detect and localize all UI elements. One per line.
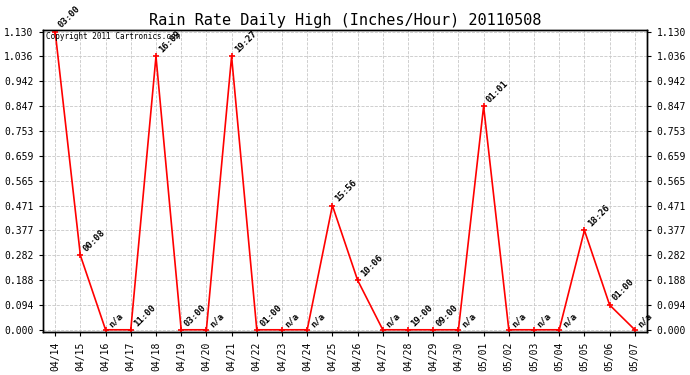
Text: n/a: n/a bbox=[208, 311, 226, 329]
Text: n/a: n/a bbox=[384, 311, 402, 329]
Text: n/a: n/a bbox=[535, 311, 553, 329]
Text: 19:00: 19:00 bbox=[409, 303, 435, 329]
Text: 10:06: 10:06 bbox=[359, 253, 384, 278]
Text: n/a: n/a bbox=[460, 311, 477, 329]
Text: n/a: n/a bbox=[636, 311, 654, 329]
Text: 16:09: 16:09 bbox=[157, 29, 183, 54]
Text: 11:00: 11:00 bbox=[132, 303, 157, 329]
Text: 15:56: 15:56 bbox=[334, 178, 359, 203]
Text: n/a: n/a bbox=[510, 311, 528, 329]
Text: 19:27: 19:27 bbox=[233, 29, 258, 54]
Text: 03:00: 03:00 bbox=[57, 4, 82, 30]
Text: n/a: n/a bbox=[560, 311, 578, 329]
Text: 01:00: 01:00 bbox=[611, 278, 636, 303]
Text: 01:00: 01:00 bbox=[258, 303, 284, 329]
Text: Copyright 2011 Cartronics.com: Copyright 2011 Cartronics.com bbox=[46, 32, 179, 40]
Text: 09:00: 09:00 bbox=[435, 303, 460, 329]
Text: 00:08: 00:08 bbox=[81, 228, 107, 253]
Text: n/a: n/a bbox=[308, 311, 326, 329]
Text: 03:00: 03:00 bbox=[182, 303, 208, 329]
Text: n/a: n/a bbox=[107, 311, 125, 329]
Text: 18:26: 18:26 bbox=[586, 203, 611, 228]
Text: 01:01: 01:01 bbox=[485, 79, 510, 104]
Text: n/a: n/a bbox=[284, 311, 301, 329]
Title: Rain Rate Daily High (Inches/Hour) 20110508: Rain Rate Daily High (Inches/Hour) 20110… bbox=[149, 13, 541, 28]
